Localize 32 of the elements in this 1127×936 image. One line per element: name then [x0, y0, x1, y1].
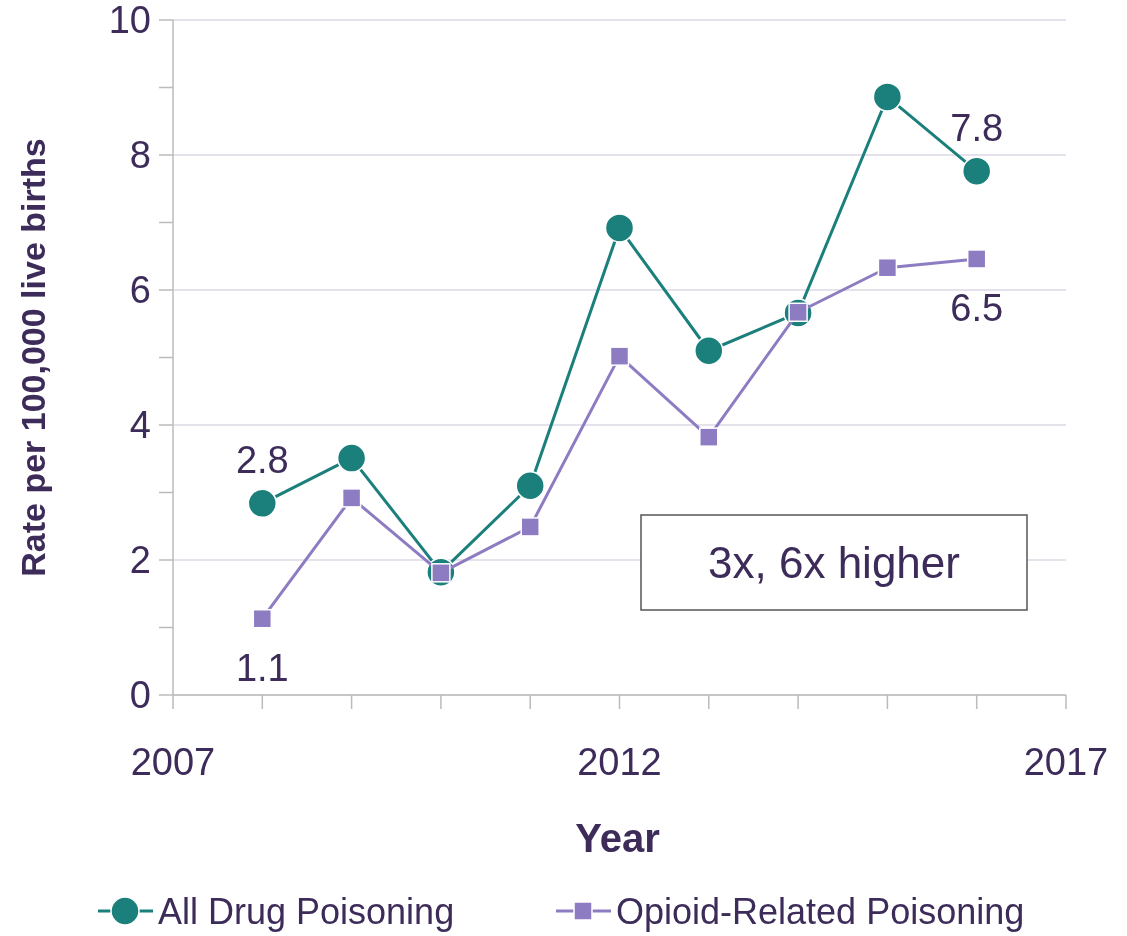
data-label: 7.8 — [950, 107, 1004, 150]
x-tick-label: 2007 — [130, 741, 216, 783]
y-tick-label: 2 — [129, 539, 151, 582]
x-tick-label: 2012 — [577, 741, 662, 783]
y-tick-label: 0 — [129, 674, 151, 717]
legend-label: All Drug Poisoning — [158, 890, 455, 932]
point — [609, 346, 630, 366]
y-tick-label: 4 — [129, 404, 151, 447]
y-tick-label: 10 — [108, 0, 151, 42]
y-tick-label: 8 — [129, 134, 151, 177]
point — [877, 257, 898, 278]
y-tick-label: 6 — [129, 269, 151, 312]
point — [699, 427, 719, 447]
point — [252, 608, 273, 629]
data-label: 2.8 — [235, 439, 289, 482]
y-axis-title: Rate per 100,000 live births — [14, 138, 52, 577]
point — [961, 156, 992, 186]
annotation: 3x, 6x higher — [708, 538, 960, 588]
data-label: 6.5 — [950, 286, 1004, 329]
point — [872, 82, 903, 112]
point — [966, 249, 987, 269]
legend-label: Opioid-Related Poisoning — [616, 890, 1025, 932]
point — [604, 213, 635, 243]
x-tick-label: 2017 — [1023, 741, 1109, 783]
point — [520, 517, 540, 537]
point — [341, 488, 362, 508]
x-axis-title: Year — [575, 816, 660, 860]
point — [336, 443, 367, 473]
point — [694, 336, 724, 366]
point — [515, 471, 545, 501]
point — [247, 488, 278, 519]
data-label: 1.1 — [235, 646, 289, 689]
